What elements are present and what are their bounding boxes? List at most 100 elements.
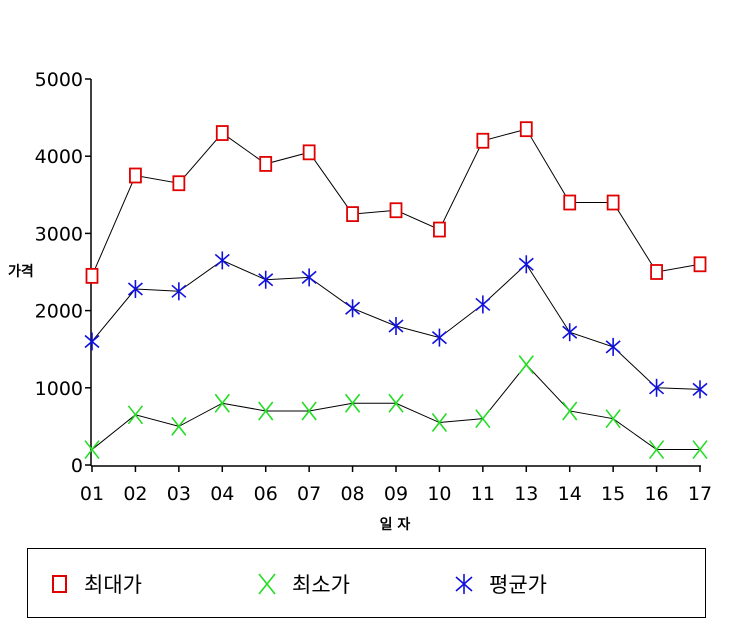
- data-point-avg-stroke: [649, 381, 665, 395]
- data-point-max: [389, 202, 403, 219]
- data-point-min: [562, 401, 578, 421]
- y-axis-title: 가격: [8, 263, 34, 280]
- data-point-max: [606, 194, 620, 211]
- data-point-min: [127, 405, 144, 425]
- data-point-max: [693, 256, 707, 273]
- y-tick-label: 0: [71, 455, 83, 477]
- data-point-min-stroke: [214, 393, 230, 413]
- data-point-min-stroke: [388, 393, 404, 413]
- data-point-avg-stroke: [431, 331, 447, 345]
- data-point-min-stroke: [301, 401, 317, 421]
- data-point-max: [172, 175, 186, 192]
- data-point-max: [346, 206, 359, 223]
- data-point-avg-stroke: [692, 382, 708, 396]
- data-point-avg: [301, 268, 317, 287]
- data-point-min: [344, 393, 361, 413]
- data-point-min-stroke: [692, 440, 708, 460]
- series-line-1: [91, 363, 700, 451]
- data-point-min-stroke: [171, 416, 187, 436]
- data-point-min: [648, 440, 665, 460]
- data-point-avg: [562, 323, 578, 342]
- data-point-avg: [518, 255, 534, 274]
- data-point-min-stroke: [431, 413, 448, 433]
- data-point-min: [692, 440, 708, 460]
- plot-area: [84, 121, 708, 460]
- x-tick-label: 06: [254, 483, 278, 505]
- y-tick-label: 3000: [35, 223, 83, 245]
- data-point-avg: [345, 299, 361, 318]
- data-point-min: [475, 409, 491, 429]
- x-tick-label: 02: [123, 483, 147, 505]
- data-point-max: [129, 167, 142, 184]
- data-point-max: [302, 144, 316, 161]
- x-axis-title: 일 자: [380, 517, 411, 533]
- data-point-avg-stroke: [605, 340, 621, 354]
- legend-label-min: 최소가: [292, 573, 350, 597]
- y-tick-label: 5000: [35, 69, 83, 91]
- data-point-avg-stroke: [258, 273, 274, 287]
- data-point-min: [84, 440, 100, 460]
- data-point-max: [433, 221, 446, 238]
- data-point-max: [650, 264, 663, 280]
- data-point-avg-stroke: [562, 325, 578, 339]
- data-point-avg-stroke: [388, 319, 404, 333]
- x-tick-label: 16: [644, 483, 668, 505]
- data-point-avg: [214, 251, 230, 270]
- star-marker-icon: [455, 574, 473, 594]
- x-tick-label: 17: [688, 483, 712, 505]
- data-point-avg-stroke: [171, 284, 187, 298]
- data-point-max: [519, 121, 533, 138]
- data-point-avg: [84, 332, 100, 351]
- data-point-avg: [605, 337, 621, 356]
- data-point-min: [258, 401, 274, 421]
- x-tick-label: 01: [80, 483, 104, 505]
- y-tick-label: 1000: [35, 378, 83, 400]
- axes: 0 1000 2000 3000 4000 5000 01 02 03 04 06 07 08 09 10 1…: [35, 69, 712, 505]
- data-point-min-stroke: [84, 440, 100, 460]
- x-tick-label: 09: [384, 483, 408, 505]
- data-point-min: [388, 393, 404, 413]
- x-tick-label: 15: [601, 483, 625, 505]
- legend-item-min: 최소가: [258, 569, 350, 599]
- data-point-avg-stroke: [518, 257, 534, 271]
- data-point-max: [476, 132, 490, 149]
- x-tick-label: 11: [471, 483, 495, 505]
- x-tick-label: 07: [297, 483, 321, 505]
- data-point-min-stroke: [648, 440, 665, 460]
- data-point-min: [518, 355, 534, 375]
- data-point-min-stroke: [518, 355, 534, 375]
- data-point-max: [215, 125, 229, 141]
- data-point-avg: [388, 317, 404, 336]
- data-point-avg-stroke: [301, 270, 317, 285]
- legend-label-max: 최대가: [84, 573, 142, 597]
- data-point-min: [171, 416, 187, 436]
- data-point-max: [563, 194, 577, 211]
- data-point-avg: [692, 380, 708, 399]
- data-point-min-stroke: [562, 401, 578, 421]
- data-point-min-stroke: [127, 405, 144, 425]
- data-point-avg: [431, 328, 447, 347]
- data-point-min-stroke: [344, 393, 361, 413]
- data-point-avg: [171, 282, 187, 301]
- x-tick-label: 14: [558, 483, 582, 505]
- data-point-avg-stroke: [214, 253, 230, 268]
- square-marker-icon: [52, 575, 67, 593]
- data-point-min: [605, 409, 621, 429]
- data-point-min: [301, 401, 317, 421]
- data-point-avg-stroke: [84, 334, 100, 349]
- data-point-avg-stroke: [127, 282, 143, 296]
- legend-item-max: 최대가: [52, 569, 142, 599]
- x-tick-label: 13: [514, 483, 538, 505]
- x-tick-label: 10: [427, 483, 451, 505]
- legend: 최대가 최소가 평균가: [27, 548, 706, 618]
- y-tick-label: 4000: [35, 146, 83, 168]
- data-point-min-stroke: [258, 401, 274, 421]
- data-point-min-stroke: [605, 409, 621, 429]
- data-point-avg-stroke: [475, 297, 491, 312]
- data-point-max: [259, 156, 273, 172]
- data-point-avg: [258, 270, 274, 289]
- data-point-min: [214, 393, 230, 413]
- x-tick-label: 08: [340, 483, 364, 505]
- data-point-avg-stroke: [345, 301, 361, 315]
- data-point-avg: [649, 378, 665, 397]
